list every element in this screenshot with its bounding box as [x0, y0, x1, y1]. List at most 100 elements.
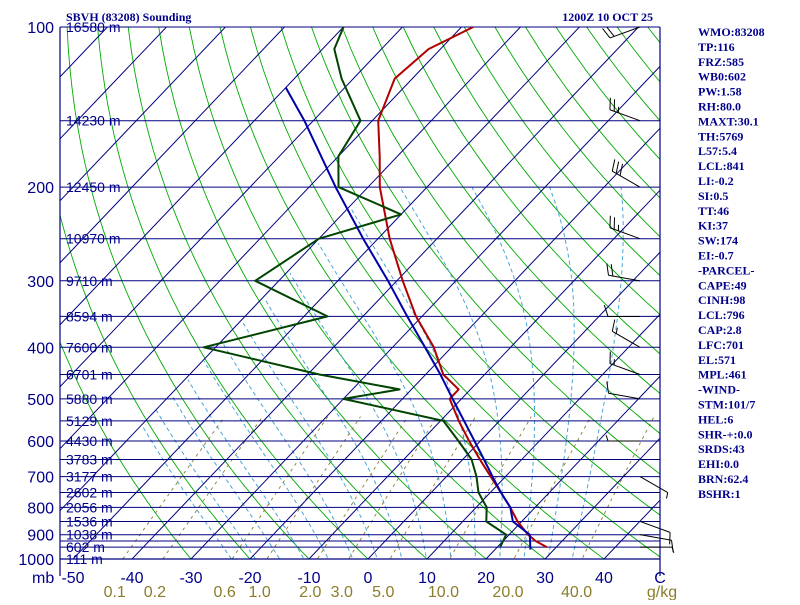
isotherms: [0, 15, 800, 570]
index-line: -PARCEL-: [698, 263, 754, 277]
index-line: CAPE:49: [698, 278, 747, 292]
mixing-ratio-label: 40.0: [561, 584, 592, 600]
dry-adiabat: [128, 27, 440, 570]
isotherm: [0, 15, 60, 570]
height-label: 5129 m: [66, 413, 113, 429]
index-line: PW:1.58: [698, 85, 742, 99]
index-line: KI:37: [698, 219, 728, 233]
height-label: 4430 m: [66, 433, 113, 449]
index-line: MAXT:30.1: [698, 114, 759, 128]
index-line: EHI:0.0: [698, 457, 739, 471]
wind-barb-flag: [612, 320, 614, 332]
index-line: MPL:461: [698, 368, 747, 382]
index-line: L57:5.4: [698, 144, 737, 158]
isotherm: [593, 15, 800, 570]
index-line: TH:5769: [698, 129, 743, 143]
index-line: TP:116: [698, 40, 735, 54]
height-label: 6701 m: [66, 367, 113, 383]
dry-adiabat: [189, 27, 559, 570]
index-line: CINH:98: [698, 293, 745, 307]
wind-barb: [604, 305, 640, 316]
isotherm: [62, 15, 590, 570]
wind-barb-staff: [640, 535, 672, 541]
wind-barb-staff: [612, 171, 640, 187]
index-line: -WIND-: [698, 383, 740, 397]
mixing-ratio-label: 3.0: [331, 584, 353, 600]
sounding-profiles: [204, 27, 547, 550]
moist-adiabat: [188, 380, 310, 571]
index-line: HEL:6: [698, 412, 733, 426]
wind-barb-staff: [610, 27, 640, 38]
mixing-ratio-label: 0.1: [104, 584, 126, 600]
wind-barb: [640, 547, 674, 553]
index-line: SI:0.5: [698, 189, 728, 203]
dry-adiabats: [6, 27, 800, 570]
index-line: WB0:602: [698, 70, 746, 84]
wind-barb-staff: [610, 228, 640, 239]
pressure-tick-label: 600: [27, 434, 54, 451]
height-label: 3783 m: [66, 452, 113, 468]
index-line: LCL:796: [698, 308, 745, 322]
wind-barb-staff: [610, 364, 640, 375]
wind-barb-flag: [606, 435, 608, 441]
mixing-ratio-label: 1.0: [248, 584, 270, 600]
wind-barb-flag: [666, 493, 667, 499]
wind-barb: [640, 535, 673, 552]
moist-adiabat: [265, 299, 404, 570]
dry-adiabat: [739, 27, 800, 570]
height-label: 7600 m: [66, 339, 113, 355]
index-line: RH:80.0: [698, 100, 741, 114]
height-label: 10970 m: [66, 231, 120, 247]
dry-adiabat: [281, 27, 739, 570]
pressure-tick-label: 700: [27, 470, 54, 487]
index-line: EI:-0.7: [698, 249, 734, 263]
wind-barb-staff: [610, 110, 640, 121]
index-line: TT:46: [698, 204, 729, 218]
height-label: 111 m: [66, 551, 103, 567]
height-label: 12450 m: [66, 179, 120, 195]
dry-adiabat: [220, 27, 619, 570]
height-label: 8594 m: [66, 308, 113, 324]
pressure-tick-label: 900: [27, 528, 54, 545]
wind-barb: [610, 98, 640, 121]
isotherm: [475, 15, 800, 570]
height-label: 5880 m: [66, 391, 113, 407]
mixing-ratio-label: 0.6: [213, 584, 235, 600]
dry-adiabat: [526, 27, 800, 570]
wind-barb: [607, 381, 640, 398]
isotherm: [121, 15, 649, 570]
isotherm: [0, 15, 237, 570]
index-line: CAP:2.8: [698, 323, 742, 337]
index-line: WMO:83208: [698, 25, 765, 39]
isotherm: [0, 15, 296, 570]
dry-adiabat: [556, 27, 800, 570]
index-line: BRN:62.4: [698, 472, 748, 486]
mixing-ratio-label: 10.0: [428, 584, 459, 600]
wind-barb: [606, 435, 640, 441]
temperature-profile: [378, 27, 547, 547]
moist-adiabat: [243, 323, 381, 570]
height-label: 9710 m: [66, 273, 113, 289]
index-line: FRZ:585: [698, 55, 744, 69]
wind-barb-staff: [640, 477, 668, 493]
temperature-unit-label: C: [654, 570, 666, 587]
height-label: 14230 m: [66, 113, 120, 129]
wind-barb-flag: [672, 540, 674, 552]
indices-panel: WMO:83208TP:116FRZ:585WB0:602PW:1.58RH:8…: [698, 25, 765, 501]
isotherm: [180, 15, 708, 570]
isotherm: [239, 15, 767, 570]
mixing-ratio-label: 5.0: [372, 584, 394, 600]
sounding-title: SBVH (83208) Sounding: [66, 10, 191, 24]
pressure-tick-label: 200: [27, 180, 54, 197]
wind-barb-staff: [640, 521, 670, 532]
temperature-tick-label: 30: [536, 570, 554, 587]
index-line: SHR-+:0.0: [698, 427, 753, 441]
index-line: SW:174: [698, 234, 738, 248]
pressure-tick-label: 1000: [18, 552, 54, 569]
moist-adiabats: [142, 187, 623, 570]
wind-barb-flag: [612, 159, 614, 171]
index-line: SRDS:43: [698, 442, 745, 456]
pressure-tick-label: 800: [27, 500, 54, 517]
